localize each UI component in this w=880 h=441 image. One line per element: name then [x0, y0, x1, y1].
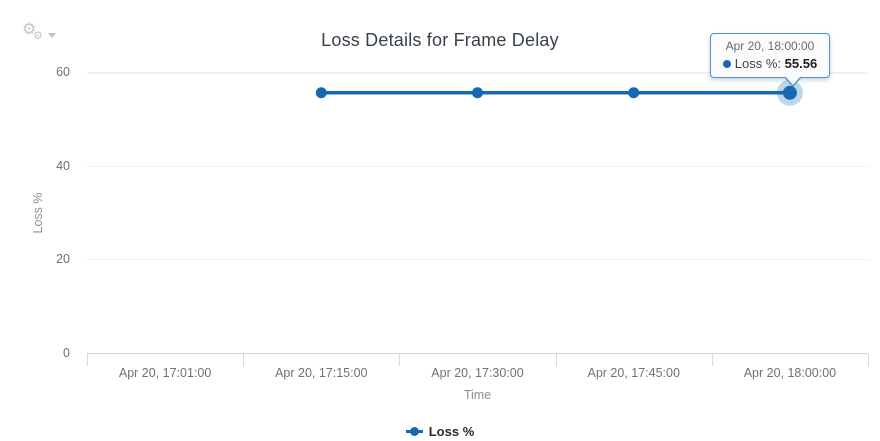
x-axis-labels: Apr 20, 17:01:00 Apr 20, 17:15:00 Apr 20, …	[87, 366, 868, 380]
data-point[interactable]	[628, 87, 640, 99]
caret-down-icon	[48, 33, 56, 38]
series-dot-icon	[722, 60, 731, 68]
y-tick-label: 40	[56, 158, 70, 173]
x-tick-mark	[243, 354, 245, 366]
data-point[interactable]	[782, 85, 797, 100]
x-tick-mark	[87, 354, 88, 366]
y-tick-label: 60	[56, 65, 70, 79]
chart-menu-button[interactable]: ⚙ ⚙	[20, 22, 56, 48]
legend-label: Loss %	[428, 423, 475, 439]
tooltip-value: 55.56	[784, 56, 818, 71]
gears-icon: ⚙	[22, 21, 37, 38]
x-tick-mark	[555, 354, 557, 366]
x-tick-label: Apr 20, 17:45:00	[587, 366, 680, 380]
tooltip-time: Apr 20, 18:00:00	[725, 39, 815, 53]
data-point[interactable]	[315, 87, 327, 99]
x-tick-label: Apr 20, 17:15:00	[275, 366, 368, 380]
chart-title: Loss Details for Frame Delay	[321, 30, 559, 50]
line-series-marker-icon	[405, 426, 423, 436]
y-gridline	[87, 72, 868, 74]
y-gridline	[87, 165, 868, 167]
y-gridline	[87, 259, 868, 261]
x-axis-line	[87, 353, 868, 354]
data-point[interactable]	[472, 87, 483, 99]
x-tick-label: Apr 20, 17:30:00	[431, 366, 524, 380]
x-tick-mark	[711, 354, 713, 366]
tooltip-series-label: Loss %:	[734, 56, 782, 71]
x-tick-label: Apr 20, 17:01:00	[118, 366, 212, 380]
tooltip: Apr 20, 18:00:00 Loss %: 55.56	[710, 33, 830, 87]
gear-small-icon: ⚙	[33, 30, 43, 42]
tooltip-value-row: Loss %: 55.56	[717, 56, 823, 71]
legend-item-loss[interactable]: Loss %	[0, 422, 880, 440]
y-tick-label: 0	[63, 346, 70, 360]
y-tick-label: 20	[56, 252, 70, 267]
x-tick-mark	[868, 354, 869, 366]
x-tick-label: Apr 20, 18:00:00	[743, 366, 837, 380]
y-axis-title: Loss %	[31, 192, 45, 234]
x-axis-title: Time	[463, 388, 492, 402]
x-tick-mark	[399, 354, 401, 366]
